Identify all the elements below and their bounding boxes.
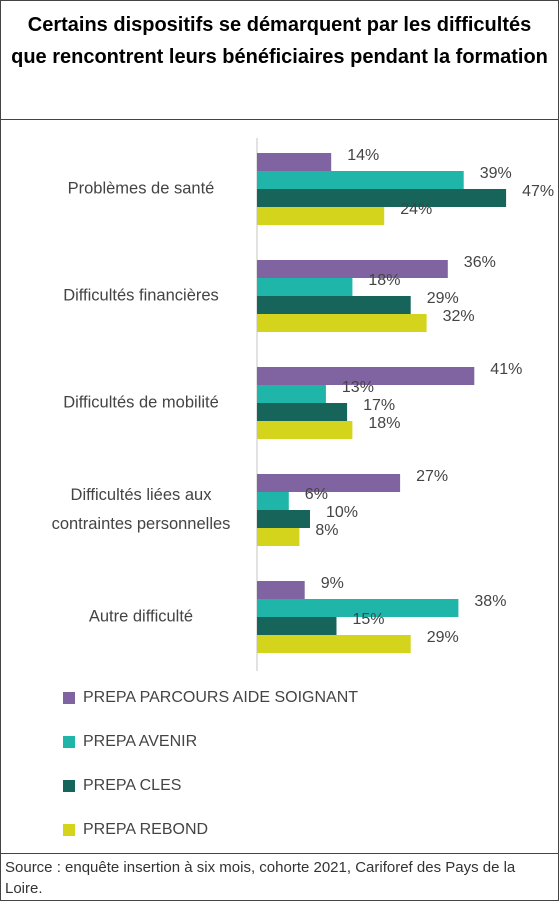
legend-swatch [63,780,75,792]
bar [257,635,411,653]
data-label: 13% [342,379,374,396]
data-label: 38% [474,593,506,610]
legend-label: PREPA REBOND [83,821,208,838]
category-labels: Problèmes de santé Difficultés financière… [1,121,558,854]
bar [257,492,289,510]
chart-title: Certains dispositifs se démarquent par l… [1,1,558,120]
data-label: 32% [443,308,475,325]
data-label: 47% [522,183,554,200]
bar [257,314,427,332]
data-label: 6% [305,486,328,503]
bar [257,421,353,439]
data-label: 29% [427,290,459,307]
data-label: 15% [353,611,385,628]
bar [257,403,348,421]
legend-label: PREPA PARCOURS AIDE SOIGNANT [83,689,358,706]
bar [257,171,464,189]
bar [257,367,475,385]
data-label: 8% [315,522,338,539]
category-label: Difficultés liées aux contraintes person… [51,486,231,533]
bar [257,528,300,546]
data-label: 14% [347,147,379,164]
bar [257,153,332,171]
legend-label: PREPA AVENIR [83,733,197,750]
legend-swatch [63,692,75,704]
bar [257,510,310,528]
legend-swatch [63,736,75,748]
legend-swatch [63,824,75,836]
data-label: 24% [400,201,432,218]
bar [257,207,385,225]
data-label: 39% [480,165,512,182]
data-label: 10% [326,504,358,521]
bar [257,385,326,403]
bar [257,617,337,635]
bar [257,474,401,492]
data-label: 17% [363,397,395,414]
bar [257,296,411,314]
data-label: 29% [427,629,459,646]
category-label: Autre difficulté [88,607,194,626]
bar [257,599,459,617]
data-label: 27% [416,468,448,485]
source-note: Source : enquête insertion à six mois, c… [1,853,558,900]
legend-label: PREPA CLES [83,777,181,794]
bar [257,581,305,599]
bar [257,189,507,207]
data-label: 18% [368,272,400,289]
category-label: Problèmes de santé [67,179,215,198]
category-label: Difficultés de mobilité [63,393,219,412]
data-label: 41% [490,361,522,378]
data-label: 9% [321,575,344,592]
data-label: 18% [368,415,400,432]
bar [257,278,353,296]
bar [257,260,448,278]
chart: 14%39%47%24%36%18%29%32%41%13%17%18%27%6… [63,138,554,838]
category-label: Difficultés financières [63,286,219,305]
data-label: 36% [464,254,496,271]
